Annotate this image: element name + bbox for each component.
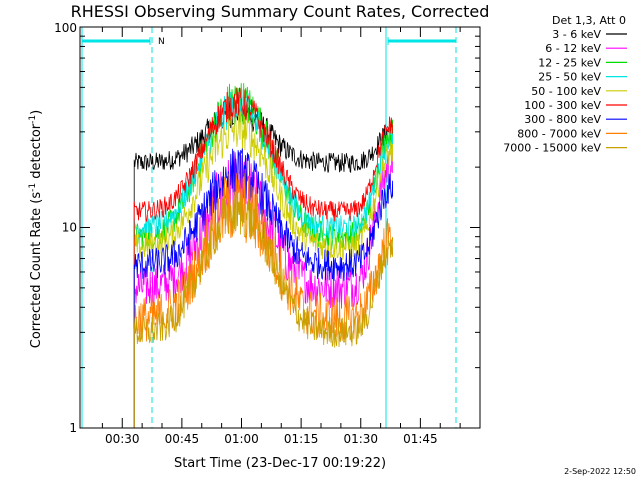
x-tick-label: 01:00 [224, 432, 259, 446]
night-label: N [158, 37, 165, 47]
legend-label-6: 300 - 800 keV [524, 113, 601, 126]
legend-header: Det 1,3, Att 0 [552, 14, 626, 27]
axes: 1 10 100 00:30 00:45 01:00 01:15 01:30 01:45 [54, 21, 481, 446]
y-axis-label: Corrected Count Rate (s-1 detector-1) [28, 110, 44, 348]
series-line-5 [133, 87, 393, 428]
series-group [133, 83, 393, 428]
date-stamp: 2-Sep-2022 12:50 [564, 467, 636, 476]
series-line-8 [133, 188, 393, 428]
legend-label-7: 800 - 7000 keV [517, 127, 601, 140]
chart-title: RHESSI Observing Summary Count Rates, Co… [71, 2, 490, 21]
legend-label-5: 100 - 300 keV [524, 99, 601, 112]
legend-label-0: 3 - 6 keV [552, 28, 601, 41]
legend-label-1: 6 - 12 keV [545, 42, 601, 55]
x-tick-label: 00:30 [105, 432, 140, 446]
y-tick-label: 100 [54, 21, 77, 35]
x-tick-label: 01:45 [403, 432, 438, 446]
x-tick-label: 01:30 [343, 432, 378, 446]
legend-label-8: 7000 - 15000 keV [503, 142, 601, 155]
plot-area: N [81, 27, 457, 428]
y-tick-label: 10 [62, 221, 77, 235]
series-line-0 [133, 96, 393, 428]
legend-label-3: 25 - 50 keV [538, 71, 601, 84]
legend-label-4: 50 - 100 keV [531, 85, 601, 98]
x-tick-label: 01:15 [284, 432, 319, 446]
x-tick-label: 00:45 [165, 432, 200, 446]
series-line-6 [133, 148, 393, 428]
legend-label-2: 12 - 25 keV [538, 56, 601, 69]
y-tick-label: 1 [69, 421, 77, 435]
x-axis-label: Start Time (23-Dec-17 00:19:22) [174, 456, 386, 471]
